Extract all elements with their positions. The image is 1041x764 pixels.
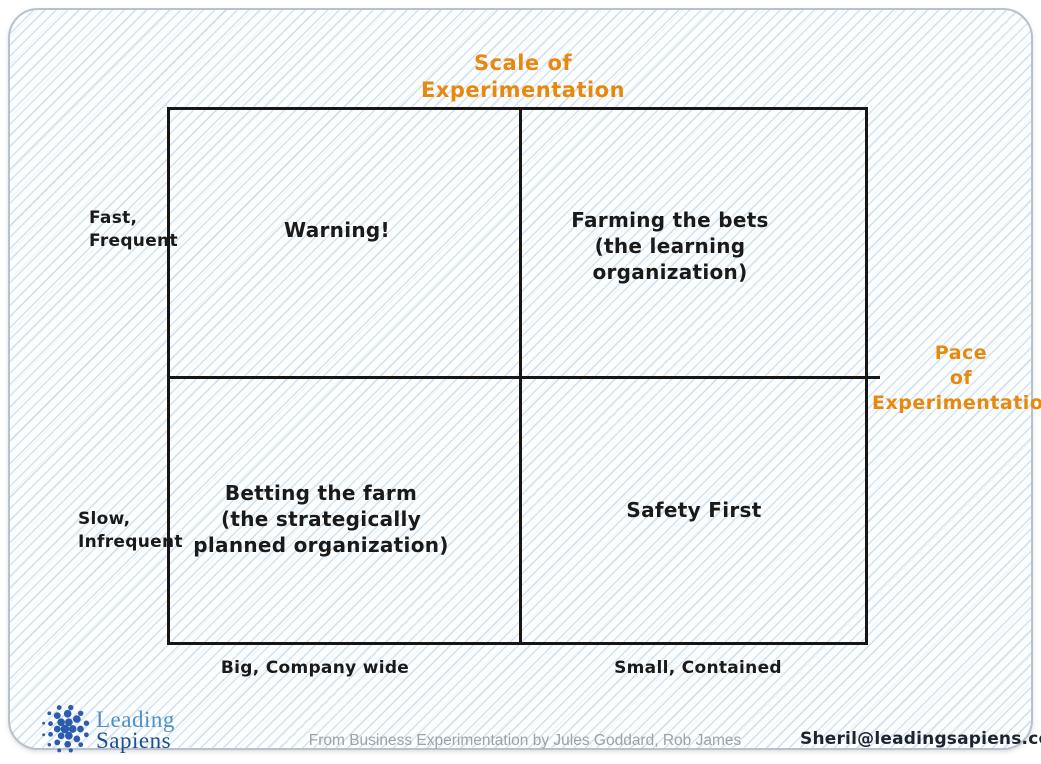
quadrant-top-left-label: Warning! [284, 218, 390, 242]
quadrant-bottom-right-label: Safety First [626, 498, 762, 522]
matrix-horizontal-axis-line [167, 376, 880, 379]
scale-small-contained-label: Small, Contained [614, 658, 782, 678]
scale-axis-title: Scale of Experimentation [420, 51, 626, 102]
author-email-text: Sheril@leadingsapiens.com [800, 729, 1041, 749]
matrix-vertical-axis-line [519, 107, 522, 645]
pace-axis-title: Pace of Experimentation [872, 342, 1041, 414]
brand-word-sapiens: Sapiens [96, 728, 172, 753]
quadrant-top-right-label: Farming the bets (the learning organizat… [571, 208, 769, 284]
quadrant-bottom-left-label: Betting the farm (the strategically plan… [193, 481, 449, 557]
brand-word-leading: Leading [96, 707, 175, 732]
pace-fast-frequent-label: Fast, Frequent [89, 208, 178, 251]
leading-sapiens-logo-icon [42, 704, 90, 753]
leading-sapiens-wordmark: Leading Sapiens [96, 707, 175, 753]
scale-big-company-wide-label: Big, Company wide [220, 658, 410, 678]
attribution-text: From Business Experimentation by Jules G… [308, 732, 742, 749]
pace-slow-infrequent-label: Slow, Infrequent [78, 509, 183, 552]
background-card: Scale of Experimentation Pace of Experim… [8, 8, 1041, 753]
